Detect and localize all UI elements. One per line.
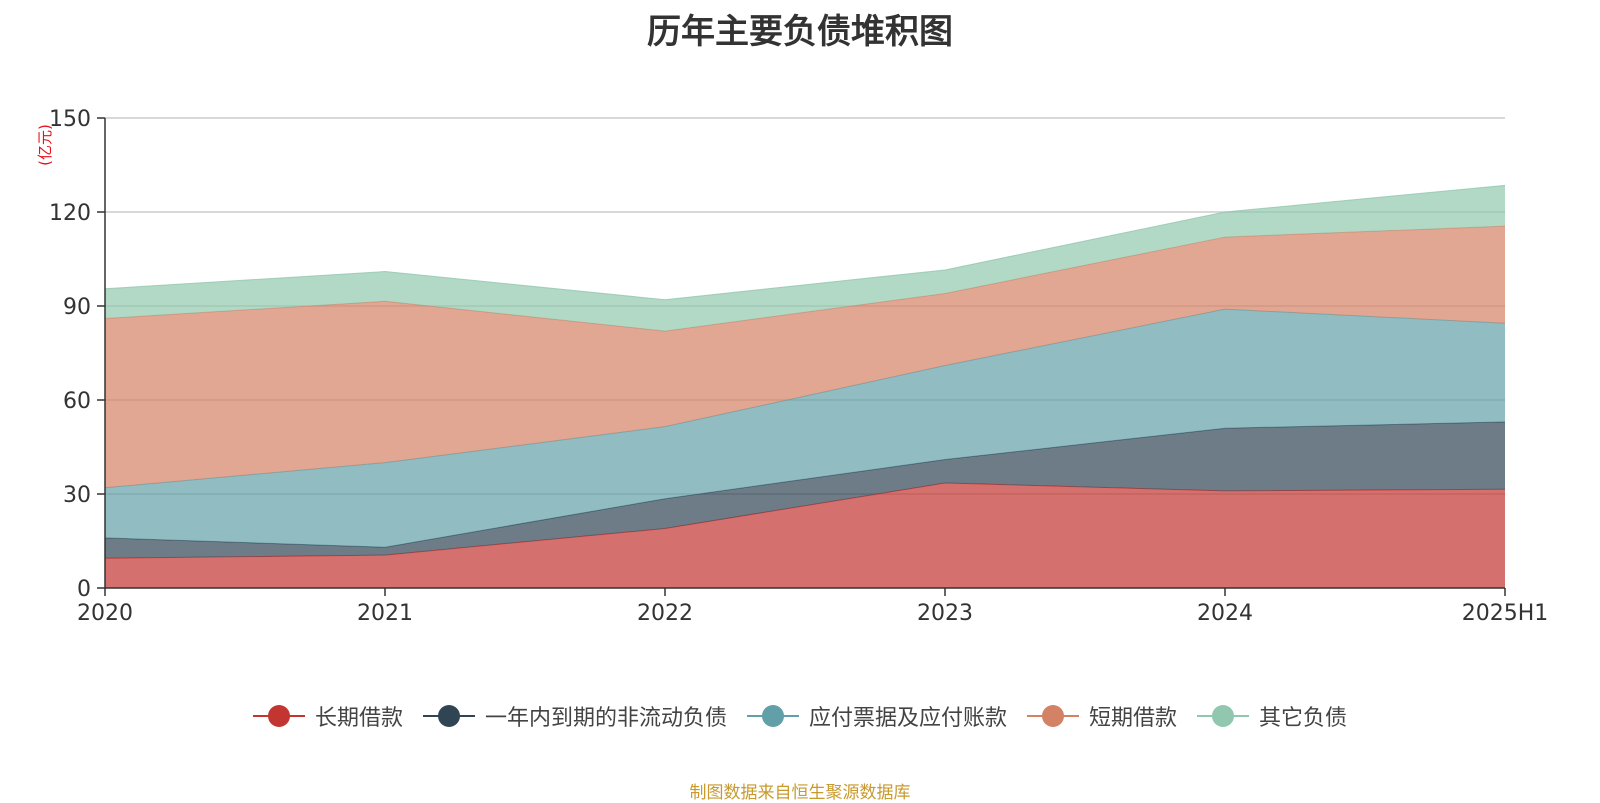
legend-label: 长期借款 (314, 706, 403, 731)
y-axis-unit-label: (亿元) (36, 124, 54, 166)
legend-item[interactable]: 应付票据及应付账款 (746, 700, 1007, 732)
x-tick-label: 2022 (637, 601, 693, 626)
area-series-一年内到期的非流动负债 (105, 421, 1505, 559)
source-note: 制图数据来自恒生聚源数据库 (689, 783, 911, 803)
x-tick-label: 2025H1 (1462, 601, 1549, 626)
axes: 0 30 60 90 120 150 2020 2021 2022 2023 2024 2025H1 (49, 107, 1548, 626)
y-tick-label: 30 (63, 483, 91, 508)
legend-label: 一年内到期的非流动负债 (484, 706, 727, 731)
area-series (104, 184, 1506, 588)
x-tick-label: 2023 (917, 601, 973, 626)
y-tick-label: 150 (49, 107, 91, 132)
area-series-短期借款 (105, 226, 1505, 488)
area-top-line (104, 184, 1506, 301)
area-series-长期借款 (105, 483, 1505, 588)
legend-label: 其它负债 (1259, 706, 1348, 731)
legend-marker-icon (1027, 703, 1079, 729)
legend-marker-icon (422, 703, 475, 729)
legend-marker-icon (746, 703, 799, 729)
chart-title: 历年主要负债堆积图 (647, 12, 953, 52)
x-tick-label: 2020 (77, 601, 133, 626)
legend-label: 短期借款 (1089, 706, 1178, 731)
chart-legend: 长期借款 一年内到期的非流动负债 应付票据及应付账款 短期借款 其它负债 (0, 700, 1600, 732)
legend-label: 应付票据及应付账款 (808, 706, 1007, 731)
area-series-应付票据及应付账款 (105, 309, 1505, 548)
y-tick-label: 90 (63, 295, 91, 320)
x-tick-label: 2021 (357, 601, 413, 626)
x-tick-label: 2024 (1197, 601, 1253, 626)
legend-item[interactable]: 长期借款 (252, 700, 403, 732)
area-series-其它负债 (105, 185, 1505, 332)
legend-item[interactable]: 短期借款 (1027, 700, 1177, 732)
legend-item[interactable]: 一年内到期的非流动负债 (422, 700, 727, 732)
legend-marker-icon (252, 703, 305, 729)
y-tick-label: 0 (77, 577, 91, 602)
y-tick-label: 60 (63, 389, 91, 414)
y-tick-label: 120 (49, 201, 91, 226)
legend-item[interactable]: 其它负债 (1197, 700, 1347, 732)
legend-marker-icon (1197, 703, 1250, 729)
